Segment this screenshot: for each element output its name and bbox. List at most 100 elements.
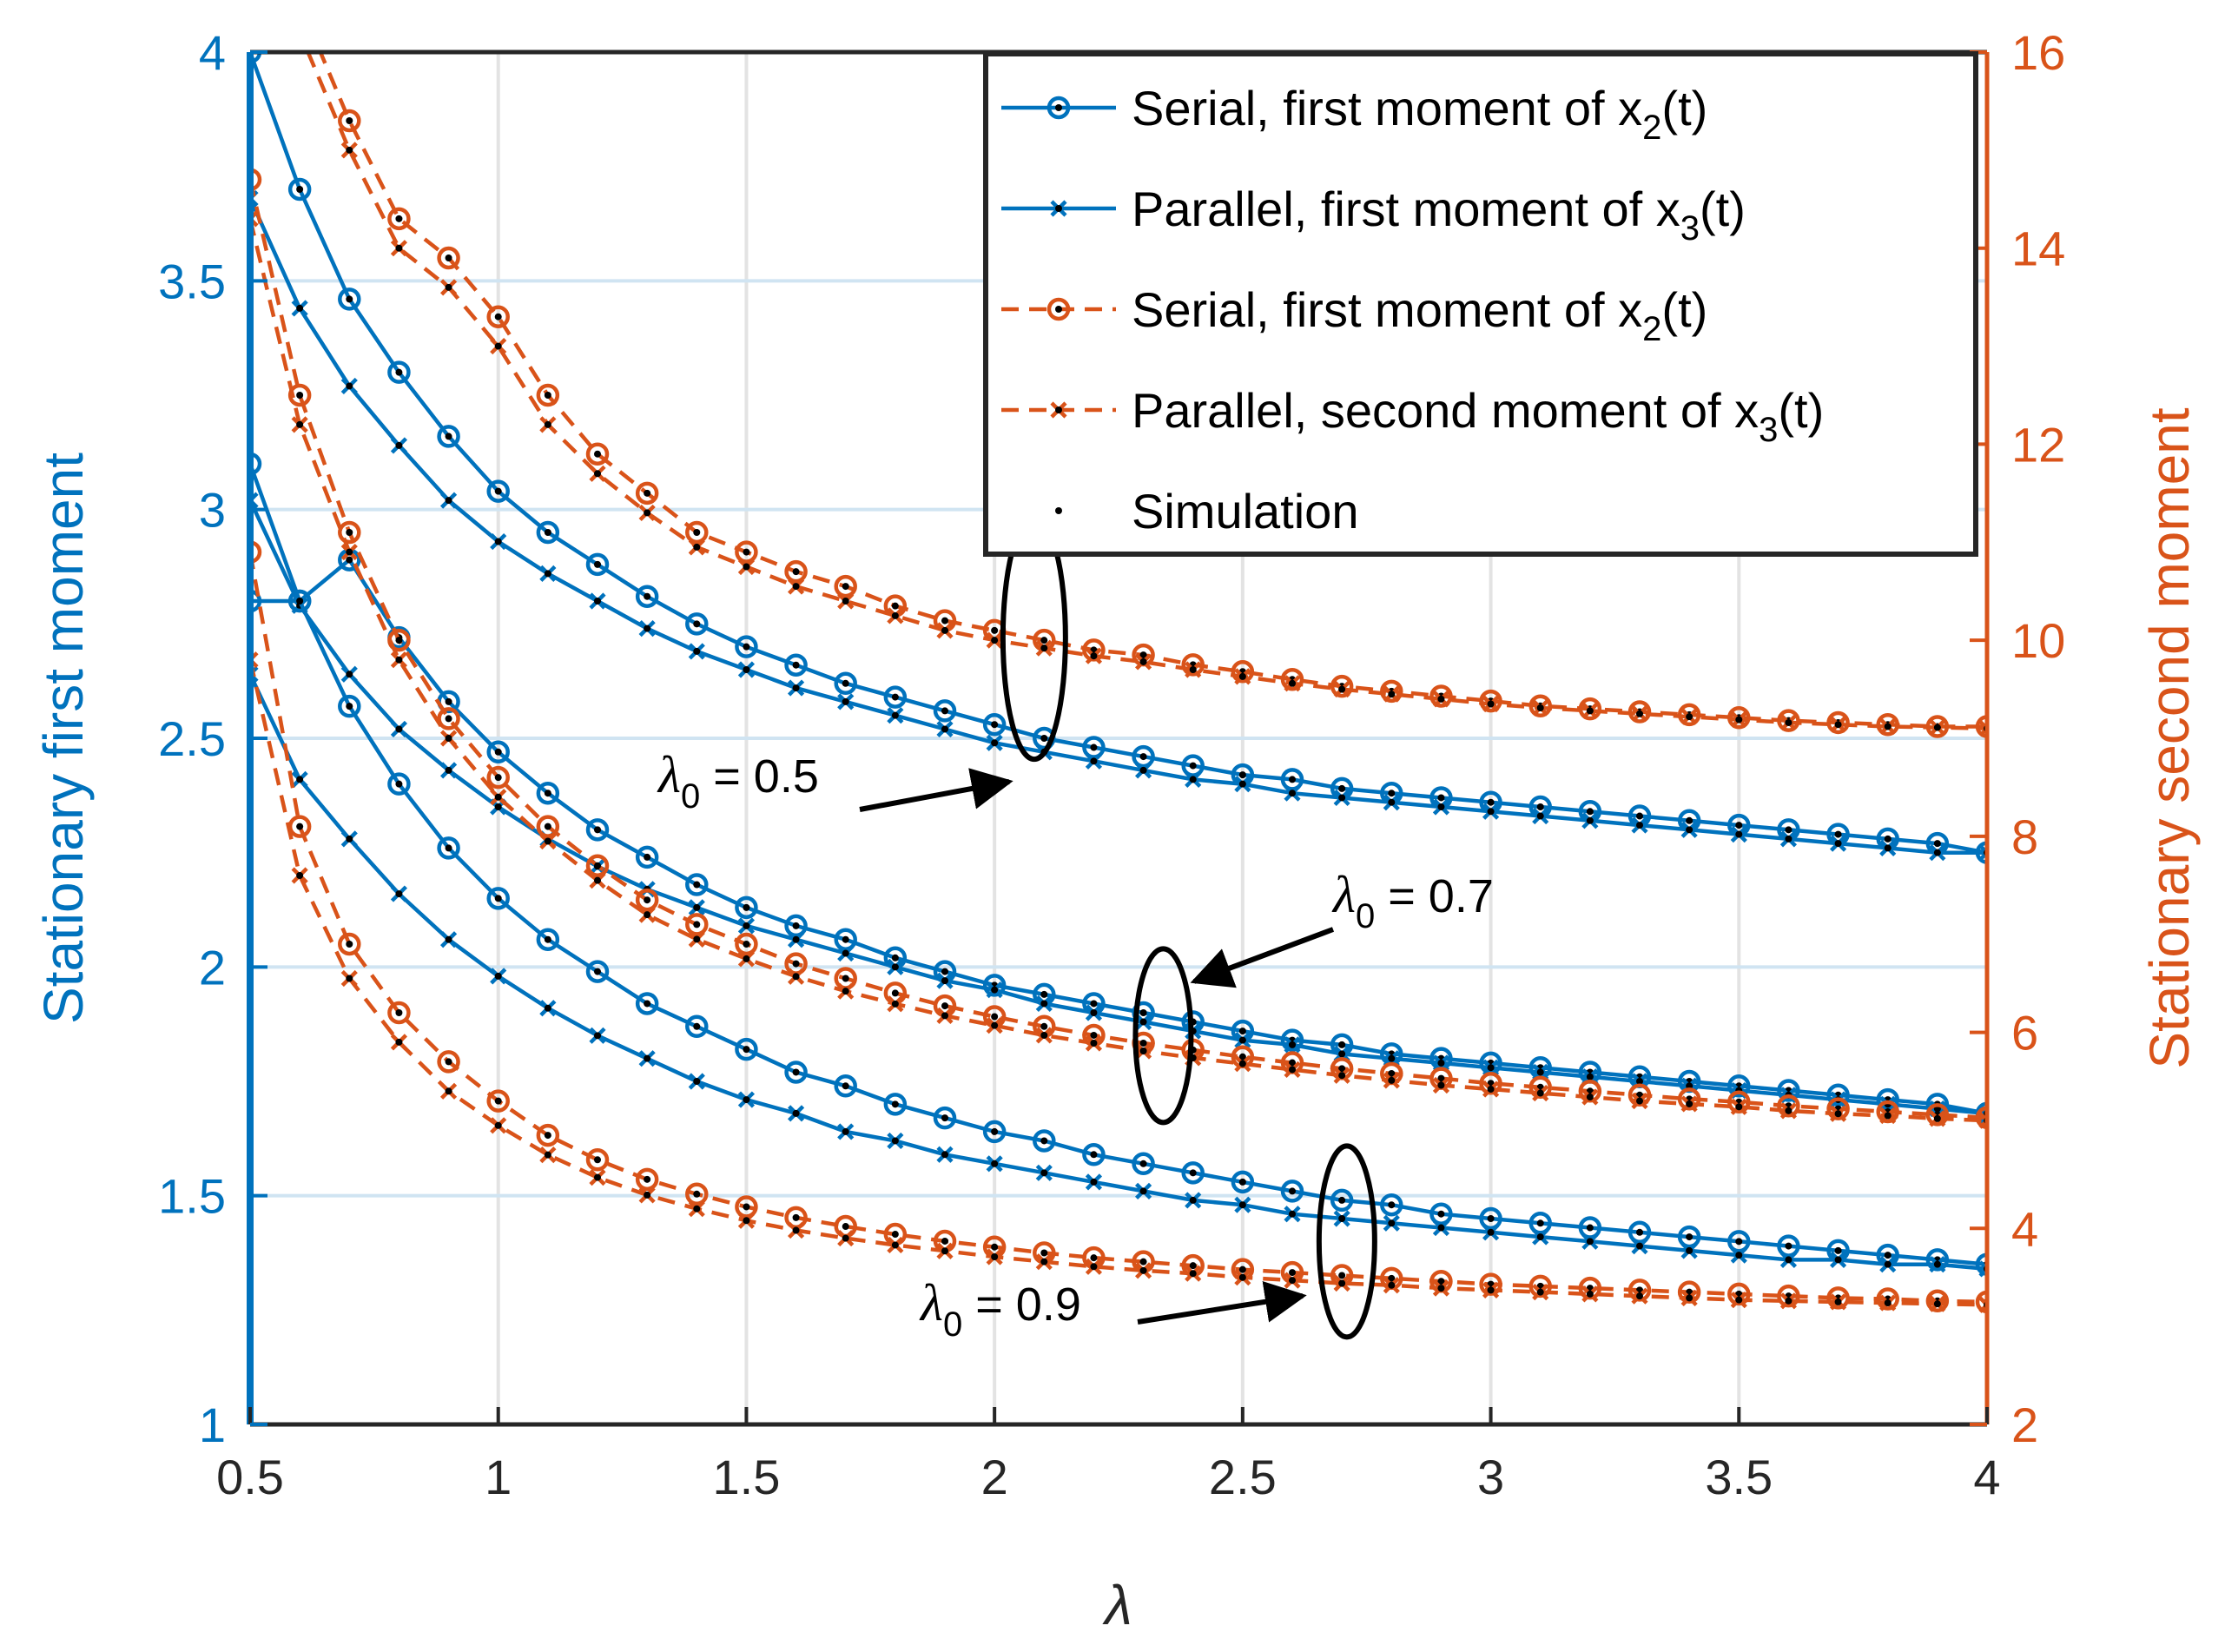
simulation-point <box>891 693 899 701</box>
simulation-point <box>1090 1263 1098 1271</box>
simulation-point <box>544 1132 551 1140</box>
series-marker <box>784 559 808 584</box>
simulation-point <box>1338 784 1346 792</box>
simulation-point <box>842 679 849 687</box>
legend-label-subscript: 2 <box>1642 109 1661 147</box>
simulation-point <box>1884 1252 1892 1259</box>
simulation-point <box>1785 718 1793 726</box>
series-marker <box>486 305 510 328</box>
series-marker <box>250 589 262 613</box>
y-right-tick-label: 14 <box>2011 221 2065 276</box>
simulation-point <box>594 968 601 975</box>
simulation-point <box>644 1054 651 1062</box>
series-line <box>250 673 1987 1272</box>
simulation-point <box>544 823 551 830</box>
simulation-point <box>395 368 403 376</box>
series-marker <box>1578 1276 1602 1300</box>
simulation-point <box>1636 1292 1643 1300</box>
simulation-point <box>346 548 353 556</box>
series-marker <box>635 992 659 1015</box>
y-left-tick-label: 1 <box>199 1398 226 1452</box>
simulation-point <box>1090 652 1098 660</box>
simulation-point <box>445 1058 452 1066</box>
simulation-point <box>1139 651 1147 659</box>
simulation-point <box>1933 724 1941 731</box>
simulation-point <box>1238 1178 1246 1186</box>
simulation-point <box>296 392 304 399</box>
simulation-point <box>1040 644 1048 652</box>
legend-label-suffix: (t) <box>1661 81 1707 135</box>
legend-simulation-dot <box>1055 406 1062 413</box>
series-marker <box>635 585 659 608</box>
series-0.9-serial_first <box>250 589 1987 1276</box>
series-marker <box>1925 1289 1950 1313</box>
simulation-point <box>1834 1246 1842 1254</box>
simulation-point <box>1536 803 1544 810</box>
annotation-lambda: λ <box>657 746 681 803</box>
simulation-point <box>1586 1073 1594 1080</box>
legend-label: Parallel, first moment of x3(t) <box>1132 182 1746 248</box>
simulation-point <box>1289 1269 1296 1277</box>
simulation-point <box>1636 710 1643 717</box>
series-marker <box>486 740 510 764</box>
annotation-value: = 0.7 <box>1375 870 1494 922</box>
series-marker <box>437 836 460 860</box>
simulation-point <box>792 568 800 576</box>
simulation-point <box>1189 1262 1197 1270</box>
series-marker <box>437 425 460 448</box>
legend-label-suffix: (t) <box>1700 182 1746 236</box>
simulation-point <box>445 735 452 742</box>
series-marker <box>1280 668 1304 691</box>
series-0.7-serial_second <box>250 168 1987 1130</box>
simulation-point <box>594 470 601 478</box>
simulation-point <box>346 146 353 154</box>
series-marker <box>784 653 808 677</box>
series-marker <box>1975 1290 1987 1314</box>
simulation-point <box>594 598 601 605</box>
series-marker <box>735 895 758 920</box>
simulation-point <box>1834 721 1842 729</box>
series-marker <box>250 168 262 191</box>
simulation-point <box>1785 1242 1793 1250</box>
series-marker <box>1627 1220 1652 1245</box>
simulation-point <box>1090 757 1098 765</box>
simulation-point <box>1289 790 1296 797</box>
simulation-point <box>395 780 403 788</box>
series-marker <box>883 1093 908 1116</box>
series-marker <box>1132 744 1155 769</box>
series-marker <box>883 685 908 709</box>
simulation-point <box>1487 1215 1495 1222</box>
simulation-point <box>1238 771 1246 779</box>
series-marker <box>735 1037 758 1061</box>
annotation-arrow <box>1190 927 1335 988</box>
simulation-point <box>743 922 750 929</box>
simulation-point <box>1289 776 1296 783</box>
y-left-tick-label: 4 <box>199 25 226 80</box>
simulation-point <box>544 935 551 943</box>
series-marker <box>635 888 659 912</box>
simulation-point <box>1289 679 1296 687</box>
simulation-point <box>743 563 750 571</box>
simulation-point <box>693 1190 701 1198</box>
simulation-point <box>1189 762 1197 770</box>
simulation-point <box>743 1203 750 1211</box>
series-marker <box>1578 697 1602 721</box>
simulation-point <box>1338 1065 1346 1073</box>
simulation-point <box>891 711 899 719</box>
x-tick-label: 3.5 <box>1705 1450 1773 1504</box>
simulation-point <box>296 304 304 312</box>
ticks-layer: 0.5 1 1.5 2 2.5 3 3.5 411.522.533.5424681012141… <box>158 25 2065 1504</box>
simulation-point <box>842 598 849 605</box>
series-marker <box>1727 1230 1751 1253</box>
series-marker <box>982 1120 1007 1144</box>
series-0.5-parallel_second <box>306 52 1987 737</box>
y-right-tick-label: 4 <box>2011 1201 2038 1256</box>
series-line <box>250 197 1987 855</box>
simulation-point <box>1139 1187 1147 1195</box>
simulation-point <box>1238 1036 1246 1044</box>
y-right-tick-label: 8 <box>2011 809 2038 864</box>
legend-simulation-dot <box>1055 104 1062 111</box>
simulation-point <box>1735 1103 1743 1111</box>
series-marker <box>1330 674 1354 698</box>
simulation-point <box>1139 766 1147 774</box>
